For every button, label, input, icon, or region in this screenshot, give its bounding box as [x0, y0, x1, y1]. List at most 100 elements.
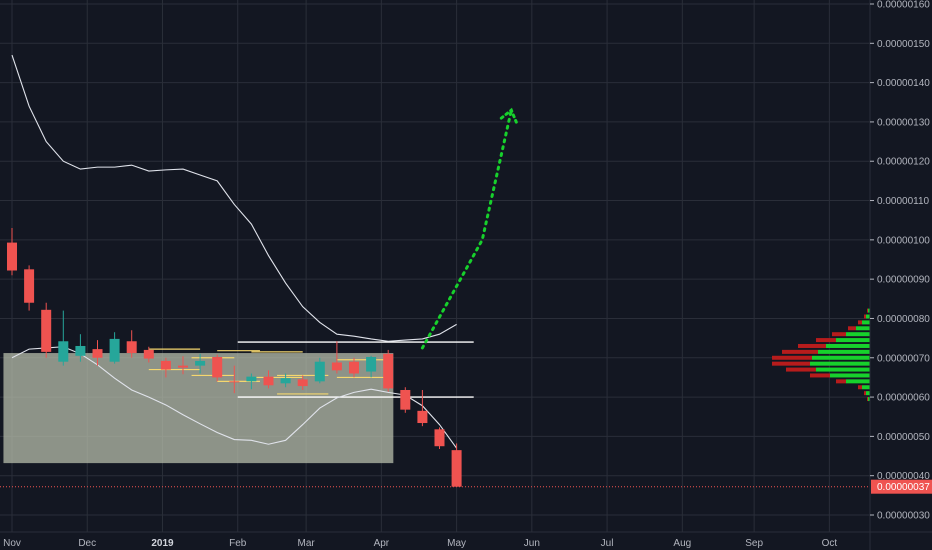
price-axis-tick-label: 0.00000110	[877, 196, 930, 207]
time-axis-tick-label: Mar	[298, 538, 316, 549]
moving-average-lines	[11, 54, 458, 449]
volume-profile-bar-up	[830, 373, 870, 378]
volume-profile-bar-up	[856, 326, 870, 331]
time-axis-tick-label: Oct	[822, 538, 838, 549]
volume-profile	[772, 308, 870, 402]
time-axis[interactable]: Nov Dec 2019 Feb Mar Apr May Jun Jul Aug Sep Oct	[0, 531, 932, 549]
current-price-badge	[871, 479, 932, 494]
candle-body	[263, 376, 274, 386]
time-axis-tick-label: Feb	[229, 538, 247, 549]
candle-body	[417, 410, 428, 424]
candle-body	[229, 381, 240, 383]
candle-body	[383, 353, 394, 389]
volume-profile-bar-down	[832, 332, 846, 337]
price-axis-tick-label: 0.00000140	[877, 78, 930, 89]
candle-body	[400, 390, 411, 410]
range-zone-rect	[3, 353, 394, 464]
volume-profile-bar-up	[826, 343, 870, 348]
volume-profile-bar-up	[810, 361, 870, 366]
candle-body	[349, 361, 359, 374]
volume-profile-bar-down	[782, 349, 818, 354]
volume-profile-bar-down	[864, 391, 866, 396]
time-axis-tick-label: Sep	[745, 538, 763, 549]
moving-average-lower	[11, 346, 458, 449]
projection-arrow	[420, 107, 518, 350]
candle-body	[58, 341, 69, 362]
volume-profile-bar-down	[867, 308, 868, 313]
candle-body	[212, 356, 223, 378]
volume-profile-bar-up	[866, 391, 870, 396]
price-axis-tick-label: 0.00000090	[877, 275, 930, 286]
volume-profile-bar-up	[866, 314, 870, 319]
volume-profile-bar-up	[868, 397, 870, 402]
volume-profile-bar-down	[848, 326, 856, 331]
volume-profile-bar-down	[772, 355, 812, 360]
volume-profile-bar-down	[810, 373, 830, 378]
candle-body	[434, 429, 445, 447]
volume-profile-bar-up	[818, 349, 870, 354]
time-axis-tick-label: Aug	[673, 538, 691, 549]
projection-arrowhead	[499, 107, 518, 124]
candle-body	[314, 361, 325, 382]
candle-body	[92, 349, 103, 358]
price-axis-tick-label: 0.00000130	[877, 117, 930, 128]
candle-body	[126, 341, 137, 354]
time-axis-tick-label: 2019	[151, 538, 174, 549]
volume-profile-bar-up	[846, 379, 870, 384]
price-axis-tick-label: 0.00000030	[877, 511, 930, 522]
volume-profile-bar-down	[867, 397, 868, 402]
candle-body	[331, 362, 342, 371]
volume-profile-bar-down	[816, 338, 836, 343]
candle-body	[24, 269, 35, 303]
candle-body	[160, 360, 171, 370]
candlestick-series	[7, 228, 462, 487]
candle-body	[109, 338, 120, 362]
moving-average-upper	[11, 54, 457, 342]
price-axis-tick-label: 0.00000150	[877, 39, 930, 50]
candle-body	[178, 365, 188, 368]
volume-profile-bar-up	[812, 355, 870, 360]
volume-profile-bar-up	[816, 367, 870, 372]
candle-body	[297, 379, 308, 387]
price-axis-tick-label: 0.00000120	[877, 157, 930, 168]
candle-body	[41, 309, 52, 352]
range-zone	[3, 353, 394, 464]
price-axis-tick-label: 0.00000100	[877, 235, 930, 246]
time-axis-tick-label: Nov	[3, 538, 21, 549]
price-axis-tick-label: 0.00000050	[877, 432, 930, 443]
price-axis-tick-label: 0.00000060	[877, 393, 930, 404]
volume-profile-bar-up	[862, 320, 870, 325]
time-axis-tick-label: Dec	[78, 538, 96, 549]
volume-profile-bar-up	[862, 385, 870, 390]
volume-profile-bar-down	[772, 361, 810, 366]
price-axis-tick-label: 0.00000160	[877, 0, 930, 11]
price-axis[interactable]: 0.00000030 0.00000040 0.00000050 0.00000060…	[869, 0, 932, 550]
volume-profile-bar-down	[864, 314, 866, 319]
candle-body	[246, 376, 257, 382]
volume-profile-bar-up	[836, 338, 870, 343]
candle-body	[451, 450, 462, 487]
price-axis-tick-label: 0.00000080	[877, 314, 930, 325]
volume-profile-bar-up	[868, 308, 870, 313]
projection-path	[420, 108, 513, 350]
candle-body	[7, 242, 17, 271]
time-axis-tick-label: Jun	[524, 538, 540, 549]
time-axis-tick-label: Jul	[601, 538, 614, 549]
price-axis-tick-label: 0.00000040	[877, 471, 930, 482]
candle-body	[75, 345, 86, 356]
volume-profile-bar-up	[846, 332, 870, 337]
candle-body	[143, 349, 154, 359]
time-axis-tick-label: May	[447, 538, 466, 549]
candle-body	[366, 356, 377, 372]
time-axis-tick-label: Apr	[374, 538, 390, 549]
volume-profile-bar-down	[858, 320, 862, 325]
volume-profile-bar-down	[798, 343, 826, 348]
volume-profile-bar-down	[836, 379, 846, 384]
candle-body	[195, 360, 206, 366]
candle-body	[280, 378, 291, 384]
horizontal-levels	[237, 341, 474, 398]
price-axis-tick-label: 0.00000070	[877, 353, 930, 364]
volume-profile-bar-down	[858, 385, 862, 390]
current-price-badge-label: 0.00000037	[877, 482, 930, 493]
